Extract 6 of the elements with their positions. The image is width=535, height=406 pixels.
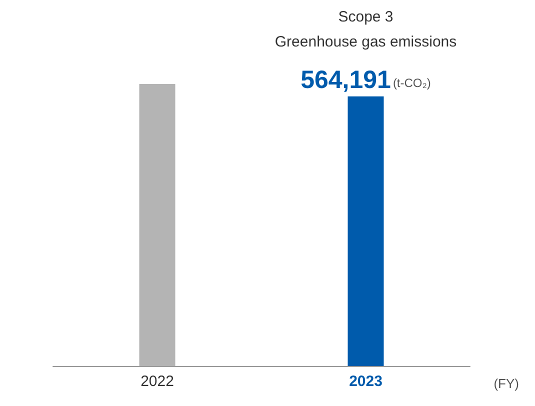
data-label: 564,191 xyxy=(300,66,392,94)
x-tick-label: 2023 xyxy=(349,373,382,390)
x-axis-title: (FY) xyxy=(494,376,520,391)
text: Scope 3 Greenhouse gas emissions xyxy=(274,8,457,50)
x-tick-label: 2022 xyxy=(140,373,174,390)
y-axis-title: (t-CO₂) xyxy=(392,76,431,90)
